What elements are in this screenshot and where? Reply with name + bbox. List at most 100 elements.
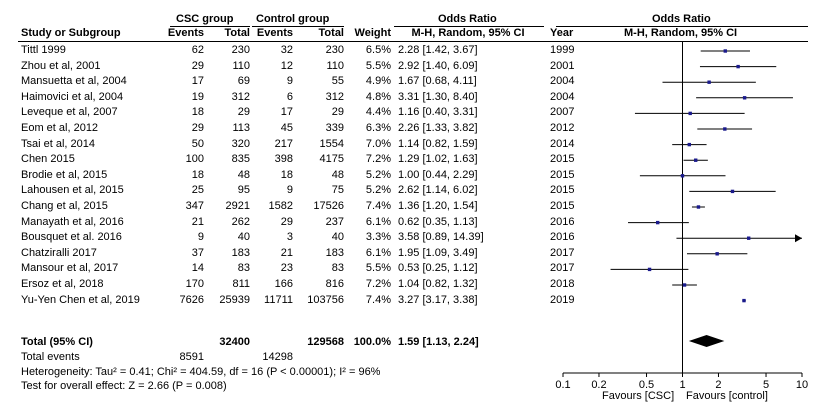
- events1: 29: [191, 59, 204, 72]
- total2: 55: [331, 75, 344, 88]
- events2: 1582: [268, 200, 293, 212]
- events2: 166: [274, 278, 293, 290]
- group1-header: CSC group: [176, 13, 234, 25]
- odds-ratio-ci: 1.67 [0.68, 4.11]: [398, 75, 477, 88]
- point-estimate: [746, 236, 751, 240]
- point-estimate: [742, 96, 747, 100]
- total2: 339: [325, 122, 344, 134]
- events2: 11711: [264, 293, 293, 306]
- weight: 6.3%: [365, 122, 391, 134]
- group2-underline: [252, 26, 344, 27]
- total-ci: 1.59 [1.13, 2.24]: [398, 336, 479, 348]
- total1-value: 32400: [219, 336, 250, 348]
- events1: 29: [191, 122, 204, 134]
- odds-ratio-ci: 0.62 [0.35, 1.13]: [398, 215, 478, 228]
- study-name: Chang et al, 2015: [21, 200, 108, 212]
- point-estimate: [707, 80, 711, 84]
- total1: 230: [231, 44, 250, 56]
- weight: 3.3%: [365, 231, 391, 244]
- study-name: Manayath et al, 2016: [21, 215, 124, 228]
- events2: 17: [280, 106, 293, 119]
- events1: 19: [191, 90, 204, 103]
- total-weight: 100.0%: [353, 336, 391, 348]
- year: 2019: [550, 293, 575, 306]
- odds-ratio-ci: 1.00 [0.44, 2.29]: [398, 168, 478, 181]
- year: 2012: [550, 122, 575, 134]
- total2: 237: [325, 215, 344, 228]
- point-estimate: [736, 64, 740, 69]
- year: 2017: [550, 262, 575, 275]
- or-right-underline: [556, 26, 808, 27]
- total1: 183: [231, 246, 250, 259]
- point-estimate: [688, 111, 692, 116]
- weight: 4.4%: [365, 106, 391, 119]
- study-name: Haimovici et al, 2004: [21, 90, 124, 103]
- events2: 217: [274, 137, 293, 150]
- point-estimate: [647, 267, 652, 272]
- total1: 2921: [225, 200, 250, 212]
- total1: 29: [237, 106, 250, 119]
- events1-header: Events: [167, 27, 204, 39]
- odds-ratio-ci: 3.27 [3.17, 3.38]: [398, 293, 478, 306]
- weight: 7.4%: [365, 200, 391, 212]
- year: 2017: [550, 246, 575, 259]
- study-name: Lahousen et al, 2015: [21, 184, 124, 197]
- weight: 5.5%: [365, 59, 391, 72]
- weight-header: Weight: [354, 27, 391, 39]
- x-tick-label: 0.1: [555, 379, 570, 391]
- point-estimate: [682, 283, 687, 287]
- odds-ratio-ci: 2.62 [1.14, 6.02]: [398, 184, 478, 197]
- point-estimate: [742, 298, 746, 303]
- study-name: Bousquet et al. 2016: [21, 231, 122, 244]
- total1: 320: [231, 137, 250, 150]
- weight: 7.2%: [365, 153, 391, 166]
- x-tick-label: 2: [715, 379, 721, 391]
- events1: 21: [191, 215, 204, 228]
- year: 2016: [550, 231, 575, 244]
- total1: 25939: [219, 293, 250, 306]
- point-estimate: [694, 158, 698, 162]
- year: 2007: [550, 106, 575, 119]
- events1: 25: [191, 184, 204, 197]
- events2: 398: [274, 153, 293, 166]
- events1: 7626: [179, 293, 204, 306]
- year: 2004: [550, 75, 575, 88]
- events2: 6: [286, 90, 293, 103]
- year: 2016: [550, 215, 575, 228]
- total2: 103756: [307, 293, 344, 306]
- total2: 1554: [319, 137, 344, 150]
- total1: 95: [237, 184, 250, 197]
- year: 1999: [550, 44, 575, 56]
- study-name: Chatziralli 2017: [21, 246, 97, 259]
- year: 2001: [550, 59, 575, 72]
- total2-value: 129568: [307, 336, 344, 348]
- study-name: Zhou et al, 2001: [21, 59, 101, 72]
- total1: 69: [237, 75, 250, 88]
- total2: 29: [331, 106, 344, 119]
- weight: 7.2%: [365, 278, 391, 290]
- odds-ratio-ci: 1.16 [0.40, 3.31]: [398, 106, 478, 119]
- weight: 4.8%: [365, 90, 391, 103]
- total2: 17526: [313, 200, 344, 212]
- x-tick-label: 0.5: [639, 379, 654, 391]
- ci-arrow: [795, 234, 802, 243]
- study-name: Tittl 1999: [21, 44, 66, 56]
- year: 2004: [550, 90, 575, 103]
- total2: 312: [325, 90, 344, 103]
- total1: 811: [232, 278, 250, 290]
- group1-underline: [170, 26, 250, 27]
- odds-ratio-ci: 2.26 [1.33, 3.82]: [398, 122, 478, 134]
- events2: 45: [280, 122, 293, 134]
- odds-ratio-ci: 1.29 [1.02, 1.63]: [398, 153, 478, 166]
- weight: 7.0%: [365, 137, 391, 150]
- events1: 347: [185, 200, 204, 212]
- odds-ratio-ci: 1.04 [0.82, 1.32]: [398, 278, 478, 290]
- point-estimate: [696, 205, 701, 209]
- events1: 18: [191, 106, 204, 119]
- total2-header: Total: [318, 27, 344, 39]
- odds-ratio-ci: 0.53 [0.25, 1.12]: [398, 262, 478, 275]
- study-name: Eom et al, 2012: [21, 122, 99, 134]
- odds-ratio-ci: 1.36 [1.20, 1.54]: [398, 200, 478, 212]
- total1-header: Total: [224, 27, 250, 39]
